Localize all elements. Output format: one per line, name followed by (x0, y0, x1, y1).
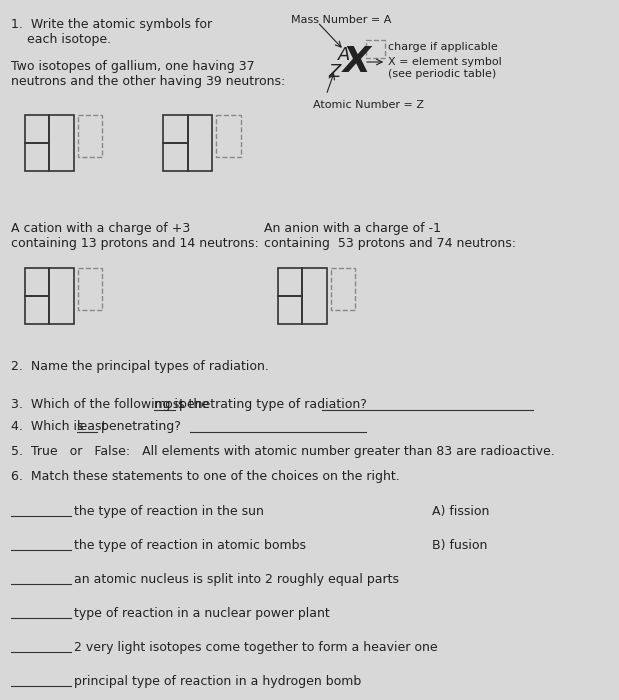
Text: 3.  Which of the following is the: 3. Which of the following is the (11, 398, 212, 411)
Bar (50, 115, 74, 171)
Bar (25, 296, 50, 324)
Text: Z: Z (329, 63, 341, 81)
Text: A cation with a charge of +3
containing 13 protons and 14 neutrons:: A cation with a charge of +3 containing … (11, 222, 258, 250)
Text: the type of reaction in the sun: the type of reaction in the sun (74, 505, 264, 518)
Text: An anion with a charge of -1
containing  53 protons and 74 neutrons:: An anion with a charge of -1 containing … (264, 222, 516, 250)
Text: B) fusion: B) fusion (432, 539, 487, 552)
Bar (278, 268, 302, 296)
Bar (77, 115, 102, 157)
Text: Atomic Number = Z: Atomic Number = Z (313, 100, 424, 110)
Text: an atomic nucleus is split into 2 roughly equal parts: an atomic nucleus is split into 2 roughl… (74, 573, 399, 586)
Text: 6.  Match these statements to one of the choices on the right.: 6. Match these statements to one of the … (11, 470, 399, 483)
Bar (331, 268, 355, 310)
Bar (366, 40, 385, 58)
Bar (50, 268, 74, 324)
Text: A: A (337, 46, 350, 64)
Text: penetrating?: penetrating? (97, 420, 181, 433)
Text: principal type of reaction in a hydrogen bomb: principal type of reaction in a hydrogen… (74, 675, 361, 688)
Text: 1.  Write the atomic symbols for
    each isotope.: 1. Write the atomic symbols for each iso… (11, 18, 212, 46)
Text: least: least (77, 420, 107, 433)
Text: Two isotopes of gallium, one having 37
neutrons and the other having 39 neutrons: Two isotopes of gallium, one having 37 n… (11, 60, 285, 88)
Text: charge if applicable: charge if applicable (388, 42, 498, 52)
Text: type of reaction in a nuclear power plant: type of reaction in a nuclear power plan… (74, 607, 330, 620)
Bar (216, 115, 241, 157)
Bar (25, 143, 50, 171)
Text: most: most (154, 398, 186, 411)
Text: A) fission: A) fission (432, 505, 490, 518)
Text: Mass Number = A: Mass Number = A (291, 15, 391, 25)
Text: 2 very light isotopes come together to form a heavier one: 2 very light isotopes come together to f… (74, 641, 438, 654)
Text: 4.  Which is: 4. Which is (11, 420, 87, 433)
Bar (25, 115, 50, 143)
Text: 2.  Name the principal types of radiation.: 2. Name the principal types of radiation… (11, 360, 269, 373)
Bar (188, 115, 212, 171)
Text: the type of reaction in atomic bombs: the type of reaction in atomic bombs (74, 539, 306, 552)
Bar (77, 268, 102, 310)
Text: X = element symbol
(see periodic table): X = element symbol (see periodic table) (388, 57, 501, 78)
Bar (25, 268, 50, 296)
Bar (163, 143, 188, 171)
Text: 5.  True   or   False:   All elements with atomic number greater than 83 are rad: 5. True or False: All elements with atom… (11, 445, 555, 458)
Bar (302, 268, 327, 324)
Text: penetrating type of radiation?: penetrating type of radiation? (175, 398, 367, 411)
Bar (163, 115, 188, 143)
Bar (278, 296, 302, 324)
Text: X: X (343, 45, 371, 79)
